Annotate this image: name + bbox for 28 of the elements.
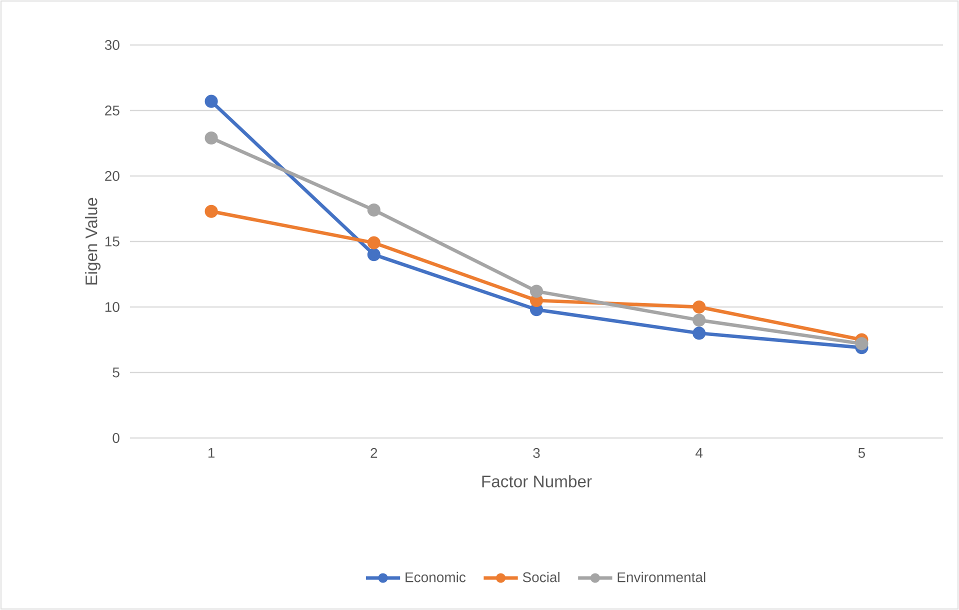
y-axis-title: Eigen Value (85, 198, 101, 284)
x-tick-label: 3 (533, 448, 540, 458)
point (367, 204, 380, 217)
x-tick-label: 5 (858, 448, 866, 458)
y-tick-label: 0 (112, 433, 120, 443)
point (530, 284, 544, 298)
point (367, 248, 380, 262)
y-tick-label: 30 (104, 40, 120, 50)
point (367, 236, 380, 250)
legend-label: Economic (406, 572, 466, 582)
point (692, 326, 706, 340)
point (204, 204, 218, 218)
y-tick-label: 15 (105, 236, 120, 246)
legend-label: Social (522, 572, 560, 582)
x-tick-label: 4 (696, 448, 703, 458)
point (692, 314, 706, 327)
point (692, 300, 706, 314)
point (204, 131, 218, 145)
point (855, 337, 868, 350)
y-tick-label: 25 (105, 106, 120, 116)
point (204, 94, 218, 108)
x-tick-label: 1 (208, 448, 214, 458)
y-tick-label: 10 (105, 302, 120, 312)
x-axis-title: Factor Number (482, 475, 592, 488)
y-tick-label: 20 (105, 171, 120, 181)
y-tick-label: 5 (112, 368, 120, 378)
legend-label: Environmental (618, 572, 706, 582)
x-tick-label: 2 (370, 448, 378, 458)
